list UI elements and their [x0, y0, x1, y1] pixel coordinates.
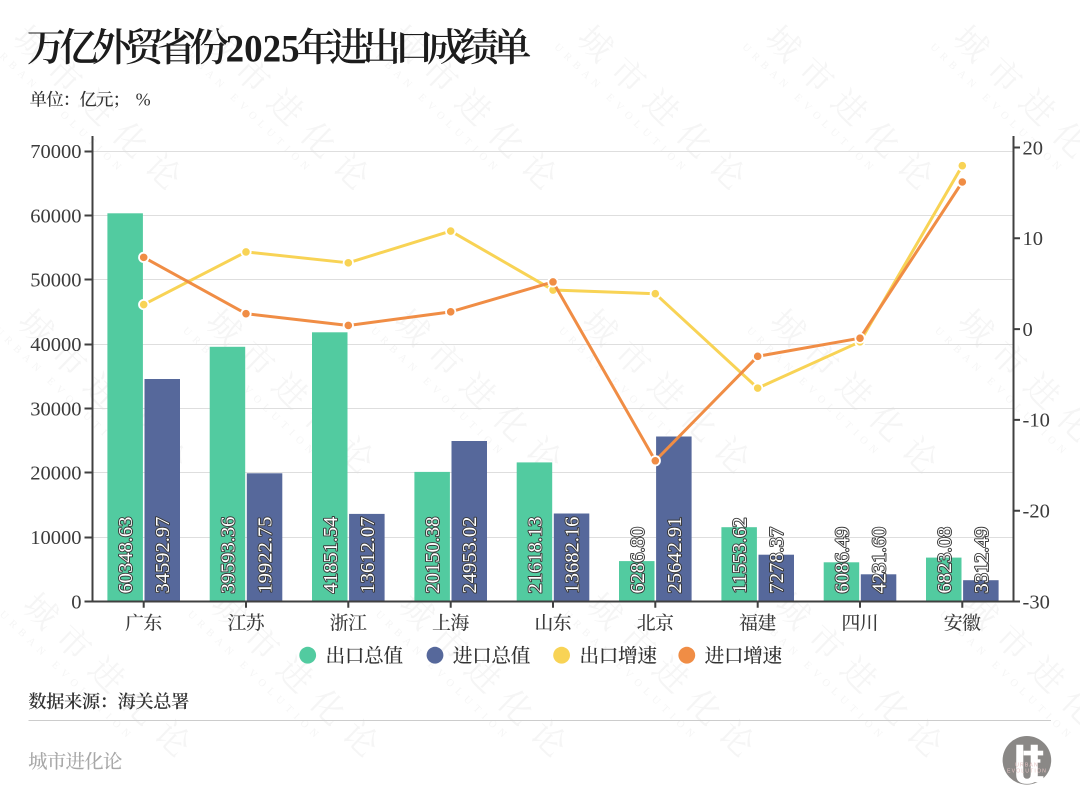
- svg-text:10: 10: [1023, 228, 1044, 250]
- svg-text:6086.49: 6086.49: [832, 527, 854, 594]
- svg-text:4231.60: 4231.60: [869, 527, 891, 594]
- svg-text:13612.07: 13612.07: [357, 517, 379, 594]
- svg-text:20: 20: [1023, 137, 1044, 159]
- svg-text:7278.37: 7278.37: [766, 527, 788, 594]
- svg-text:0: 0: [71, 591, 81, 613]
- svg-text:2025: 2025: [226, 27, 300, 71]
- svg-text:20150.38: 20150.38: [422, 517, 444, 594]
- svg-text:-20: -20: [1023, 501, 1050, 523]
- svg-text:50000: 50000: [30, 270, 81, 292]
- svg-text:41851.54: 41851.54: [320, 517, 342, 594]
- svg-text:30000: 30000: [30, 398, 81, 420]
- svg-text:3312.49: 3312.49: [971, 527, 993, 594]
- svg-text:0: 0: [1023, 319, 1033, 341]
- svg-text:19922.75: 19922.75: [255, 517, 277, 594]
- svg-text:24953.02: 24953.02: [459, 517, 481, 594]
- svg-text:%: %: [136, 90, 151, 110]
- svg-text:13682.16: 13682.16: [562, 517, 584, 594]
- svg-text:11553.62: 11553.62: [729, 517, 751, 593]
- svg-text:-10: -10: [1023, 410, 1050, 432]
- svg-text:34592.97: 34592.97: [152, 517, 174, 594]
- svg-text:6286.80: 6286.80: [627, 527, 649, 594]
- svg-text:6823.08: 6823.08: [934, 527, 956, 594]
- svg-text:EVOLUTION: EVOLUTION: [1007, 768, 1047, 774]
- svg-text:25642.91: 25642.91: [664, 517, 686, 594]
- svg-text:60000: 60000: [30, 205, 81, 227]
- svg-text:70000: 70000: [30, 141, 81, 163]
- svg-text:10000: 10000: [30, 527, 81, 549]
- svg-text:-30: -30: [1023, 591, 1050, 613]
- svg-text:20000: 20000: [30, 463, 81, 485]
- svg-text:URBAN: URBAN: [1015, 762, 1039, 768]
- svg-text:60348.63: 60348.63: [115, 517, 137, 594]
- svg-text:39593.36: 39593.36: [218, 517, 240, 594]
- svg-text:21618.13: 21618.13: [525, 517, 547, 594]
- svg-text:40000: 40000: [30, 334, 81, 356]
